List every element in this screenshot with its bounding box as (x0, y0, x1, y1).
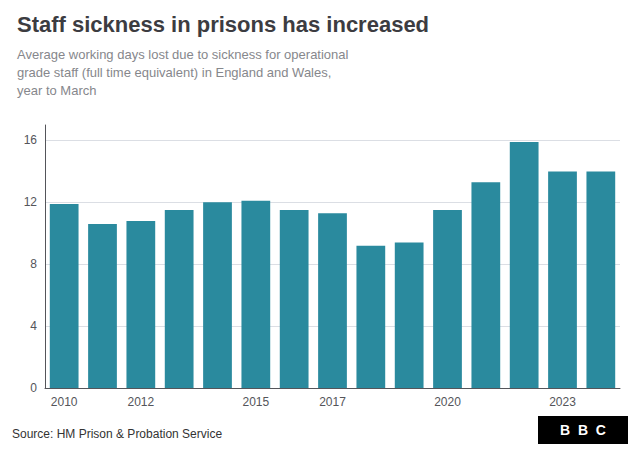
svg-text:8: 8 (30, 257, 37, 271)
svg-text:2015: 2015 (242, 395, 269, 409)
svg-text:Staff sickness in prisons has: Staff sickness in prisons has increased (17, 12, 429, 37)
svg-text:2010: 2010 (51, 395, 78, 409)
svg-text:Average working days lost due: Average working days lost due to sicknes… (17, 47, 349, 62)
svg-text:Source: HM Prison & Probation: Source: HM Prison & Probation Service (12, 427, 222, 441)
svg-text:B B C: B B C (560, 422, 606, 438)
svg-text:2020: 2020 (434, 395, 461, 409)
svg-text:0: 0 (30, 381, 37, 395)
svg-text:2017: 2017 (319, 395, 346, 409)
svg-text:2023: 2023 (549, 395, 576, 409)
svg-text:year to March: year to March (17, 83, 96, 98)
svg-text:grade staff (full time equival: grade staff (full time equivalent) in En… (17, 65, 331, 80)
svg-text:4: 4 (30, 319, 37, 333)
svg-text:12: 12 (24, 195, 38, 209)
svg-text:16: 16 (24, 133, 38, 147)
svg-text:2012: 2012 (127, 395, 154, 409)
